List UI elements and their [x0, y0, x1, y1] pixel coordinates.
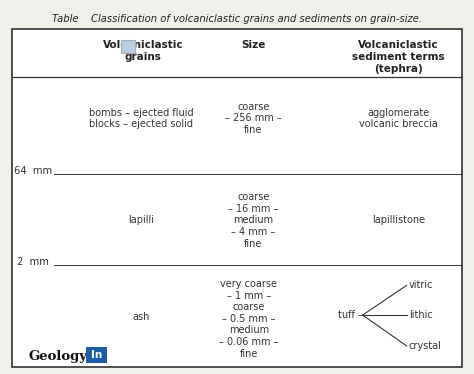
Text: tuff —: tuff — [338, 310, 367, 320]
Text: ash: ash [132, 312, 150, 322]
Text: Table    Classification of volcaniclastic grains and sediments on grain-size.: Table Classification of volcaniclastic g… [52, 14, 422, 24]
Text: lithic: lithic [409, 310, 433, 320]
Text: Geology: Geology [28, 350, 88, 363]
Text: Volcaniclastic
grains: Volcaniclastic grains [103, 40, 183, 62]
Text: 2  mm: 2 mm [17, 257, 49, 267]
Text: coarse
– 16 mm –
medium
– 4 mm –
fine: coarse – 16 mm – medium – 4 mm – fine [228, 192, 279, 249]
Text: Size: Size [241, 40, 265, 50]
Text: crystal: crystal [409, 341, 442, 351]
Text: coarse
– 256 mm –
fine: coarse – 256 mm – fine [225, 102, 282, 135]
FancyBboxPatch shape [86, 347, 107, 363]
Text: vitric: vitric [409, 280, 433, 290]
Text: lapilli: lapilli [128, 215, 154, 226]
FancyBboxPatch shape [12, 29, 462, 367]
Text: lapillistone: lapillistone [372, 215, 425, 226]
Text: very coarse
– 1 mm –
coarse
– 0.5 mm –
medium
– 0.06 mm –
fine: very coarse – 1 mm – coarse – 0.5 mm – m… [219, 279, 278, 359]
FancyBboxPatch shape [121, 40, 135, 53]
Text: In: In [91, 350, 102, 360]
Text: bombs – ejected fluid
blocks – ejected solid: bombs – ejected fluid blocks – ejected s… [89, 107, 193, 129]
Text: Volcaniclastic
sediment terms
(tephra): Volcaniclastic sediment terms (tephra) [352, 40, 445, 74]
Text: 64  mm: 64 mm [14, 166, 52, 176]
Text: agglomerate
volcanic breccia: agglomerate volcanic breccia [359, 107, 438, 129]
